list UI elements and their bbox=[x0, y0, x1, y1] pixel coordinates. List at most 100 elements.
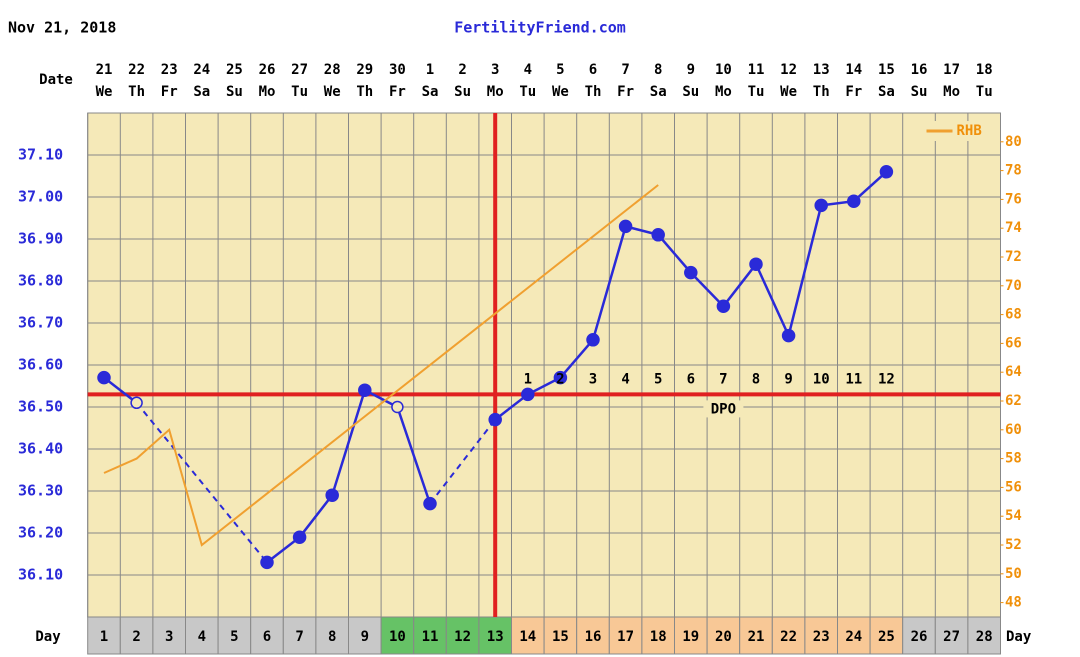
temperature-point bbox=[391, 400, 404, 414]
day-number: 21 bbox=[748, 629, 765, 645]
temperature-point bbox=[97, 370, 111, 385]
dpo-number: 9 bbox=[784, 371, 792, 387]
day-number: 28 bbox=[976, 629, 993, 645]
temperature-point bbox=[260, 555, 274, 570]
weekday-label: We bbox=[780, 84, 797, 100]
day-cell bbox=[771, 616, 806, 655]
y2-tick-label: 52 bbox=[1005, 537, 1022, 553]
date-label: 25 bbox=[226, 62, 243, 78]
day-cell bbox=[511, 616, 545, 655]
temperature-point bbox=[781, 328, 796, 343]
date-label: 7 bbox=[621, 62, 629, 78]
temperature-point bbox=[684, 265, 698, 280]
y2-tick-label: 76 bbox=[1005, 191, 1022, 207]
day-cell bbox=[413, 616, 447, 655]
temperature-point bbox=[879, 165, 894, 179]
day-cell bbox=[217, 616, 252, 655]
date-label: 24 bbox=[193, 62, 210, 78]
day-number: 10 bbox=[389, 629, 406, 645]
date-label: 30 bbox=[389, 62, 406, 78]
day-number: 6 bbox=[263, 629, 271, 645]
temperature-point bbox=[553, 370, 568, 385]
weekday-label: Th bbox=[813, 84, 830, 100]
date-label: 4 bbox=[524, 62, 532, 78]
y-tick-label: 36.50 bbox=[18, 398, 63, 416]
temperature-point bbox=[618, 219, 633, 234]
day-number: 22 bbox=[780, 629, 797, 645]
date-label: 3 bbox=[491, 62, 499, 78]
temperature-point bbox=[651, 228, 665, 242]
weekday-label: Th bbox=[356, 84, 373, 100]
day-number: 18 bbox=[650, 629, 667, 645]
weekday-label: Tu bbox=[291, 84, 308, 100]
date-label: 1 bbox=[426, 62, 434, 78]
date-label: 13 bbox=[813, 62, 830, 78]
y-tick-label: 36.40 bbox=[18, 440, 63, 458]
y2-tick-label: 66 bbox=[1005, 335, 1022, 351]
day-number: 12 bbox=[454, 629, 471, 645]
y2-tick-label: 60 bbox=[1005, 422, 1022, 438]
date-label: 15 bbox=[878, 62, 895, 78]
day-number: 4 bbox=[198, 629, 206, 645]
date-label: 18 bbox=[976, 62, 993, 78]
day-number: 26 bbox=[911, 629, 928, 645]
weekday-label: Sa bbox=[650, 84, 667, 100]
day-number: 23 bbox=[813, 629, 830, 645]
weekday-label: Mo bbox=[943, 84, 960, 100]
dpo-number: 8 bbox=[752, 371, 760, 387]
day-cell bbox=[869, 616, 904, 655]
weekday-label: Mo bbox=[259, 84, 276, 100]
day-number: 7 bbox=[295, 629, 303, 645]
day-cell bbox=[315, 616, 349, 655]
series-line bbox=[103, 184, 659, 547]
day-cell bbox=[348, 616, 382, 655]
temperature-point bbox=[847, 194, 861, 208]
y2-tick-label: 78 bbox=[1005, 163, 1022, 179]
temperature-point bbox=[814, 198, 828, 213]
weekday-label: We bbox=[96, 84, 113, 100]
y-tick-label: 36.60 bbox=[18, 356, 63, 374]
y2-tick-label: 70 bbox=[1005, 278, 1022, 294]
y-tick-label: 36.20 bbox=[18, 524, 63, 542]
day-cell bbox=[185, 616, 219, 655]
gap-bridge bbox=[135, 402, 268, 564]
y-tick-label: 37.00 bbox=[18, 188, 63, 206]
day-cell bbox=[608, 616, 643, 655]
temperature-point bbox=[130, 396, 143, 410]
date-label: 12 bbox=[780, 62, 797, 78]
date-label: 2 bbox=[458, 62, 466, 78]
y-tick-label: 36.70 bbox=[18, 314, 63, 332]
dpo-number: 1 bbox=[524, 371, 532, 387]
date-label: 9 bbox=[687, 62, 695, 78]
weekday-label: Su bbox=[454, 84, 471, 100]
dpo-number: 12 bbox=[878, 371, 895, 387]
y-tick-label: 36.80 bbox=[18, 272, 63, 290]
y2-tick-label: 72 bbox=[1005, 249, 1022, 265]
dpo-number: 6 bbox=[687, 371, 695, 387]
day-number: 24 bbox=[845, 629, 862, 645]
y2-tick-label: 64 bbox=[1005, 364, 1022, 380]
temperature-point bbox=[488, 412, 502, 427]
weekday-label: We bbox=[552, 84, 569, 100]
weekday-label: Sa bbox=[422, 84, 439, 100]
weekday-label: Fr bbox=[161, 84, 178, 100]
day-number: 3 bbox=[165, 629, 173, 645]
dpo-label-bg bbox=[703, 400, 744, 418]
date-label: 5 bbox=[556, 62, 564, 78]
dpo-number: 5 bbox=[654, 371, 662, 387]
day-cell bbox=[967, 616, 1002, 655]
y2-tick-label: 48 bbox=[1005, 595, 1022, 611]
legend-bg bbox=[920, 121, 999, 141]
gap-bridge bbox=[429, 418, 496, 505]
date-label: 29 bbox=[356, 62, 373, 78]
temperature-point bbox=[716, 299, 731, 313]
day-number: 20 bbox=[715, 629, 732, 645]
dpo-number: 4 bbox=[621, 371, 629, 387]
day-number: 1 bbox=[100, 629, 108, 645]
y2-tick-label: 56 bbox=[1005, 479, 1022, 495]
dpo-number: 7 bbox=[719, 371, 727, 387]
day-cell bbox=[119, 616, 154, 655]
weekday-label: Su bbox=[682, 84, 699, 100]
day-cell bbox=[706, 616, 741, 655]
